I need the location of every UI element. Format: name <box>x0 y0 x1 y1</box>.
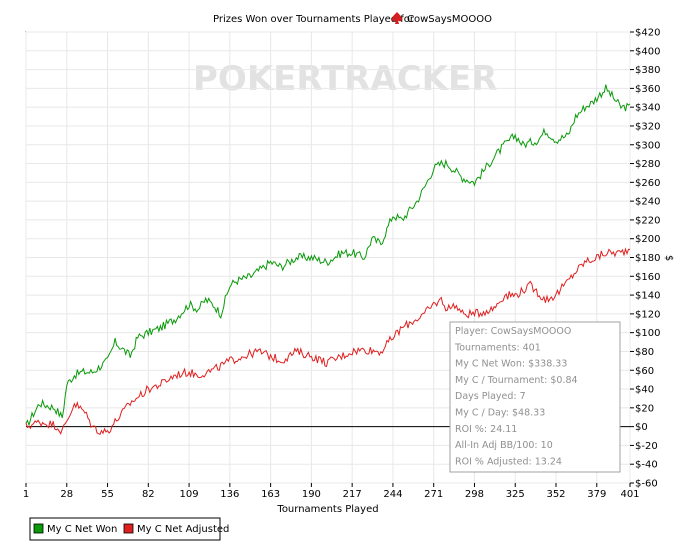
x-tick-label: 190 <box>302 489 321 500</box>
chart-title-text: Prizes Won over Tournaments Played for <box>213 14 415 25</box>
y-tick-label: $340 <box>635 103 660 114</box>
y-tick-label: $120 <box>635 309 660 320</box>
y-tick-label: $0 <box>635 422 648 433</box>
y-tick-label: $40 <box>635 385 654 396</box>
legend-swatch-green <box>33 523 44 534</box>
y-tick-label: $80 <box>635 347 654 358</box>
x-tick-label: 217 <box>343 489 362 500</box>
stats-box: Player: CowSaysMOOOO Tournaments: 401 My C… <box>449 321 621 473</box>
y-axis: $420 $400 $380 $360 $340 $320 $300 $280 $260 $240… <box>630 28 660 490</box>
y-tick-label: $400 <box>635 46 660 57</box>
x-axis: 1 28 55 82 109 136 163 190 217 244 271 298 325 352 379… <box>23 483 640 500</box>
x-tick-label: 28 <box>60 489 73 500</box>
x-tick-label: 82 <box>142 489 155 500</box>
x-axis-title: Tournaments Played <box>276 504 378 515</box>
x-tick-label: 379 <box>587 489 606 500</box>
poker-logo-icon <box>392 12 402 24</box>
y-tick-label: $280 <box>635 159 660 170</box>
x-tick-label: 271 <box>424 489 443 500</box>
series-line-net-adjusted <box>25 247 631 435</box>
x-tick-label: 109 <box>180 489 199 500</box>
stats-box-line: All-In Adj BB/100: 10 <box>455 440 553 451</box>
y-tick-label: $180 <box>635 253 660 264</box>
x-tick-label: 55 <box>101 489 114 500</box>
stats-box-line: ROI %: 24.11 <box>455 424 517 435</box>
legend-swatch-red <box>123 523 134 534</box>
x-tick-label: 352 <box>546 489 565 500</box>
stats-box-line: My C / Day: $48.33 <box>455 408 545 419</box>
y-tick-label: $320 <box>635 121 660 132</box>
y-tick-label: $-20 <box>635 441 658 452</box>
y-tick-label: $300 <box>635 140 660 151</box>
chart-player-name: CowSaysMOOOO <box>407 14 492 25</box>
y-tick-label: $140 <box>635 291 660 302</box>
y-tick-label: $220 <box>635 215 660 226</box>
y-tick-label: $60 <box>635 366 654 377</box>
x-tick-label: 163 <box>261 489 280 500</box>
y-tick-label: $360 <box>635 84 660 95</box>
y-tick-label: $260 <box>635 178 660 189</box>
stats-box-frame <box>449 321 621 473</box>
legend-label-net-adjusted: My C Net Adjusted <box>137 524 229 535</box>
x-tick-label: 298 <box>465 489 484 500</box>
x-tick-label: 1 <box>23 489 29 500</box>
y-tick-label: $100 <box>635 328 660 339</box>
legend-label-net-won: My C Net Won <box>47 524 117 535</box>
x-tick-label: 244 <box>383 489 402 500</box>
x-tick-label: 325 <box>506 489 525 500</box>
pokertracker-watermark: POKERTRACKER <box>193 59 497 99</box>
stats-box-line: Days Played: 7 <box>455 391 526 402</box>
series <box>25 84 631 435</box>
series-line-net-won <box>25 84 631 427</box>
chart-title: Prizes Won over Tournaments Played for C… <box>213 12 492 25</box>
y-axis-title: $ <box>663 255 674 261</box>
x-tick-label: 401 <box>620 489 639 500</box>
y-tick-label: $-40 <box>635 460 658 471</box>
y-tick-label: $200 <box>635 234 660 245</box>
stats-box-lines: Player: CowSaysMOOOO Tournaments: 401 My C… <box>454 326 578 467</box>
y-tick-label: $240 <box>635 197 660 208</box>
y-tick-label: $380 <box>635 65 660 76</box>
y-tick-label: $420 <box>635 28 660 39</box>
y-tick-label: $20 <box>635 403 654 414</box>
y-tick-label: $160 <box>635 272 660 283</box>
x-tick-label: 136 <box>220 489 239 500</box>
stats-box-line: Player: CowSaysMOOOO <box>455 326 571 337</box>
y-tick-label: $-60 <box>635 479 658 490</box>
stats-box-line: Tournaments: 401 <box>454 342 541 353</box>
stats-box-line: My C / Tournament: $0.84 <box>455 375 578 386</box>
stats-box-line: ROI % Adjusted: 13.24 <box>455 456 562 467</box>
stats-box-line: My C Net Won: $338.33 <box>455 359 567 370</box>
legend: My C Net Won My C Net Adjusted <box>29 517 229 541</box>
